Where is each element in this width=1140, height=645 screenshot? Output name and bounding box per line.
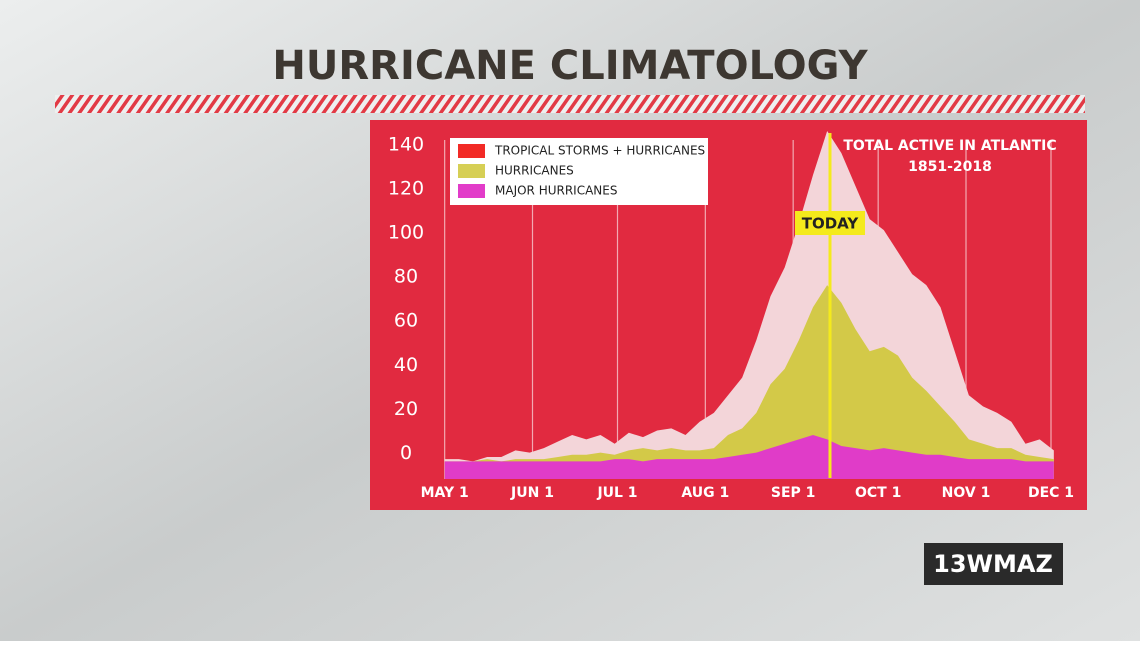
today-box [795, 211, 865, 235]
legend-label: TROPICAL STORMS + HURRICANES [494, 144, 705, 158]
x-tick-label: SEP 1 [771, 485, 816, 501]
legend-swatch [458, 144, 485, 158]
logo: 13WMAZ [933, 550, 1053, 578]
x-tick-label: AUG 1 [681, 485, 729, 501]
legend-label: MAJOR HURRICANES [495, 184, 617, 198]
y-tick-label: 140 [388, 134, 424, 156]
legend-box [450, 138, 708, 205]
y-tick-label: 60 [394, 310, 418, 332]
title: HURRICANE CLIMATOLOGY [272, 43, 868, 89]
hatch-strip [55, 95, 1085, 113]
x-tick-label: JUL 1 [596, 485, 637, 501]
y-tick-label: 20 [394, 398, 418, 420]
x-tick-label: JUN 1 [510, 485, 554, 501]
x-tick-label: DEC 1 [1028, 485, 1074, 501]
y-tick-label: 100 [388, 222, 424, 244]
area [444, 285, 1054, 479]
x-tick-label: OCT 1 [855, 485, 901, 501]
y-tick-label: 80 [394, 266, 418, 288]
area [444, 434, 1054, 479]
plot: MAY 1 JUN 1 JUL 1 AUG 1 SEP 1 OCT 1 NOV 1 DEC 1… [388, 131, 1074, 501]
x-tick-label: MAY 1 [421, 485, 469, 501]
y-tick-label: 40 [394, 354, 418, 376]
subtitle: 1851-2018 [908, 159, 992, 175]
legend-swatch [458, 164, 485, 178]
annotation: TODAY [802, 215, 860, 233]
subtitle: TOTAL ACTIVE IN ATLANTIC [843, 138, 1056, 154]
x-tick-label: NOV 1 [942, 485, 991, 501]
legend-swatch [458, 184, 485, 198]
y-tick-label: 120 [388, 178, 424, 200]
legend-label: HURRICANES [495, 164, 574, 178]
y-tick-label: 0 [400, 442, 412, 464]
logo-box [924, 543, 1063, 585]
